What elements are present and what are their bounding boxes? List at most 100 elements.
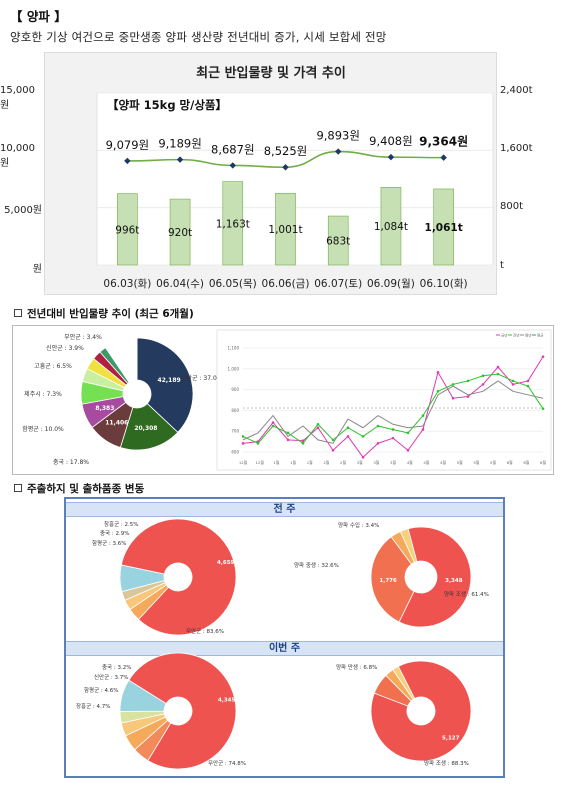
trend-marker bbox=[436, 390, 440, 393]
y-tick-label: 1,100 bbox=[228, 346, 240, 351]
trend-marker bbox=[346, 426, 350, 430]
section-heading-volume: 전년대비 반입물량 추이 (최근 6개월) bbox=[14, 306, 194, 321]
pie-slice-value: 4,659 bbox=[217, 560, 235, 566]
x-tick-label: 06.03(화) bbox=[103, 278, 151, 290]
trend-marker bbox=[271, 424, 275, 428]
trend-marker bbox=[301, 442, 305, 445]
pie-label: 충국 : 17.8% bbox=[53, 458, 89, 466]
pie-label: 함평군 : 3.6% bbox=[92, 539, 127, 547]
trend-marker bbox=[481, 374, 485, 378]
trend-marker bbox=[331, 438, 335, 442]
section-heading-origin: 주출하지 및 출하품종 변동 bbox=[14, 481, 144, 496]
origin-variety-svg: 4,659 3,348 1,776 4,345 5,127 무안군 : 83.6% 함평군 … bbox=[76, 518, 489, 770]
price-label: 9,079원 bbox=[106, 138, 150, 152]
x-tick-label: 12월 bbox=[239, 460, 248, 465]
pie-label: 함평군 : 10.0% bbox=[22, 425, 64, 433]
pie-slice-value: 5,127 bbox=[442, 736, 460, 742]
trend-marker bbox=[511, 383, 515, 386]
origin-variety-panel: 전 주 이번 주 4,659 3,348 1,776 4,345 5,127 무안군 : … bbox=[64, 497, 505, 778]
trend-marker bbox=[271, 421, 275, 424]
price-marker bbox=[176, 156, 184, 163]
x-tick-label: 3월 bbox=[357, 460, 363, 465]
legend-label: 평년 bbox=[525, 333, 532, 338]
trend-marker bbox=[376, 442, 380, 445]
price-volume-svg: 최근 반입물량 및 가격 추이 【양파 15kg 망/상품】 996t 06.03(화… bbox=[96, 65, 494, 290]
y-tick-label: 700 bbox=[231, 429, 239, 434]
pie-slice bbox=[128, 652, 237, 770]
line-chart-area bbox=[216, 329, 552, 471]
pie-slice-value: 11,406 bbox=[105, 420, 128, 427]
trend-marker bbox=[496, 372, 500, 376]
x-tick-label: 06.10(화) bbox=[420, 278, 468, 290]
x-tick-label: 4월 bbox=[423, 460, 429, 465]
pie-label: 신안군 : 3.9% bbox=[46, 344, 84, 352]
pie-label: 고흥군 : 6.5% bbox=[34, 362, 72, 370]
volume-label: 683t bbox=[326, 236, 350, 248]
pie-label: 무안군 : 37.0% bbox=[181, 374, 223, 382]
price-label: 9,408원 bbox=[369, 134, 413, 148]
price-marker bbox=[335, 148, 342, 155]
trend-marker bbox=[436, 370, 440, 374]
pie-slice bbox=[392, 665, 416, 700]
price-label: 9,893원 bbox=[316, 129, 360, 143]
trend-marker bbox=[361, 455, 365, 459]
volume-bar bbox=[433, 188, 454, 266]
right-axis-tick: 2,400t bbox=[500, 85, 533, 96]
trend-marker bbox=[406, 431, 410, 435]
x-tick-label: 5월 bbox=[457, 460, 463, 465]
pie-slice-value: 20,308 bbox=[134, 425, 157, 432]
x-tick-label: 1월 bbox=[307, 460, 313, 465]
trend-marker bbox=[361, 435, 365, 438]
x-tick-label: 3월 bbox=[390, 460, 396, 465]
x-tick-label: 1월 bbox=[273, 460, 279, 465]
pie-label: 양파 수입 : 3.4% bbox=[338, 521, 379, 529]
trend-marker bbox=[526, 379, 530, 383]
x-tick-label: 5월 bbox=[490, 460, 496, 465]
pie-label: 창흥군 : 2.5% bbox=[104, 520, 139, 528]
x-tick-label: 6월 bbox=[507, 460, 513, 465]
left-axis-tick: 15,000원 bbox=[0, 85, 35, 111]
x-tick-label: 06.07(토) bbox=[314, 278, 362, 290]
volume-trend-panel: 42,189 20,308 11,406 8,383 무안군 : 37.0% 충국 : 1… bbox=[12, 325, 554, 475]
pie-slice-value: 8,383 bbox=[95, 405, 114, 412]
y-tick-label: 900 bbox=[231, 387, 239, 392]
pie-slice-value: 1,776 bbox=[379, 578, 397, 584]
price-marker bbox=[387, 153, 395, 161]
trend-marker bbox=[391, 436, 395, 440]
pie-label: 무안군 : 74.8% bbox=[208, 760, 246, 767]
pie-slice bbox=[119, 564, 165, 593]
page-title: 【 양파 】 bbox=[10, 9, 67, 24]
left-axis-tick: 10,000원 bbox=[0, 143, 35, 169]
price-volume-chart: 최근 반입물량 및 가격 추이 【양파 15kg 망/상품】 996t 06.03(화… bbox=[44, 52, 497, 295]
pie-label: 신안군 : 3.7% bbox=[94, 673, 129, 681]
right-axis-tick: 1,600t bbox=[500, 143, 533, 154]
section-heading-text: 전년대비 반입물량 추이 (최근 6개월) bbox=[27, 308, 194, 320]
price-marker bbox=[282, 164, 289, 171]
x-tick-label: 4월 bbox=[407, 460, 413, 465]
y-tick-label: 600 bbox=[231, 450, 239, 455]
trend-marker bbox=[301, 439, 305, 443]
trend-marker bbox=[466, 379, 470, 383]
pie-slice-value: 42,189 bbox=[158, 377, 181, 384]
right-axis-tick: 800t bbox=[500, 201, 524, 212]
trend-marker bbox=[481, 383, 485, 386]
x-tick-label: 5월 bbox=[473, 460, 479, 465]
pie-label: 제주시 : 7.3% bbox=[24, 390, 62, 398]
trend-marker bbox=[541, 407, 545, 410]
left-axis-tick: 원 bbox=[32, 264, 42, 275]
trend-marker bbox=[451, 383, 455, 386]
section-heading-text: 주출하지 및 출하품종 변동 bbox=[27, 483, 145, 495]
pie-slice bbox=[104, 337, 138, 383]
volume-bar bbox=[380, 187, 402, 266]
pie-label: 무안군 : 83.6% bbox=[186, 628, 224, 635]
chart-inner-label: 【양파 15kg 망/상품】 bbox=[107, 98, 227, 112]
pie-slice-value: 4,345 bbox=[218, 697, 236, 703]
trend-marker bbox=[421, 414, 425, 417]
trend-marker bbox=[451, 396, 455, 400]
pie-label: 양파 조생 : 61.4% bbox=[444, 590, 489, 598]
pie-slice bbox=[399, 528, 418, 563]
pie-label: 충국 : 3.2% bbox=[102, 663, 131, 671]
price-label: 8,525원 bbox=[264, 144, 308, 158]
x-tick-label: 2월 bbox=[340, 460, 346, 465]
trend-marker bbox=[526, 384, 530, 388]
